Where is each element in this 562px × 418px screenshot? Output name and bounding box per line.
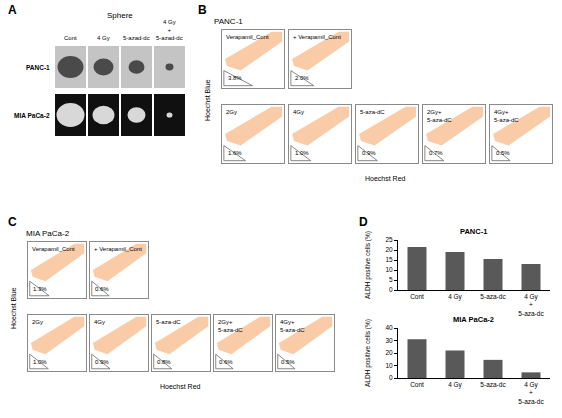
svg-text:4Gy: 4Gy [94, 319, 105, 325]
svg-text:2Gy: 2Gy [226, 109, 237, 115]
svg-text:ALDH positive cells (%): ALDH positive cells (%) [364, 319, 372, 387]
svg-text:0.6%: 0.6% [219, 359, 233, 365]
svg-text:Hoechst Blue: Hoechst Blue [10, 287, 17, 329]
svg-text:Verapamil_Cont: Verapamil_Cont [226, 34, 269, 40]
svg-text:0.9%: 0.9% [362, 150, 376, 156]
svg-text:15: 15 [385, 256, 393, 263]
svg-text:10: 10 [385, 362, 393, 369]
svg-text:2Gy+5-aza-dC: 2Gy+5-aza-dC [427, 109, 452, 123]
svg-text:Cont: Cont [410, 381, 424, 388]
svg-text:MIA PaCa-2: MIA PaCa-2 [26, 229, 70, 238]
svg-text:4 Gy: 4 Gy [448, 293, 462, 301]
svg-text:ALDH positive cells (%): ALDH positive cells (%) [364, 231, 372, 299]
svg-text:0.7%: 0.7% [429, 150, 443, 156]
svg-text:20: 20 [385, 246, 393, 253]
svg-text:Cont: Cont [410, 293, 424, 300]
svg-text:MIA PaCa-2: MIA PaCa-2 [14, 112, 50, 119]
svg-text:20: 20 [385, 349, 393, 356]
svg-text:0.9%: 0.9% [95, 359, 109, 365]
svg-text:10: 10 [385, 266, 393, 273]
svg-text:MIA PaCa-2: MIA PaCa-2 [453, 315, 494, 324]
svg-text:4Gy+5-aza-dC: 4Gy+5-aza-dC [280, 319, 305, 333]
svg-text:30: 30 [385, 337, 393, 344]
svg-text:4 Gy+5-aza-dc: 4 Gy+5-aza-dc [518, 293, 544, 317]
svg-text:5-aza-dc: 5-aza-dc [480, 381, 506, 388]
svg-text:5-aza-dc: 5-aza-dc [480, 293, 506, 300]
svg-text:4Gy+5-aza-dC: 4Gy+5-aza-dC [494, 109, 519, 123]
svg-text:1.3%: 1.3% [33, 286, 47, 292]
svg-text:Hoechst Red: Hoechst Red [160, 383, 201, 390]
svg-text:4 Gy: 4 Gy [97, 35, 110, 41]
svg-text:Sphere: Sphere [107, 11, 133, 20]
svg-text:2Gy: 2Gy [32, 319, 43, 325]
svg-text:1.0%: 1.0% [33, 359, 47, 365]
svg-text:0: 0 [389, 374, 393, 381]
svg-text:0: 0 [389, 286, 393, 293]
svg-text:Verapamil_Cont: Verapamil_Cont [32, 246, 75, 252]
svg-text:A: A [8, 3, 17, 17]
svg-text:0.5%: 0.5% [281, 359, 295, 365]
svg-text:1.6%: 1.6% [228, 150, 242, 156]
svg-text:3.8%: 3.8% [228, 75, 242, 81]
svg-text:0.8%: 0.8% [157, 359, 171, 365]
svg-text:Cont: Cont [64, 35, 77, 41]
svg-text:40: 40 [385, 324, 393, 331]
svg-text:4 Gy+5-aza-dc: 4 Gy+5-aza-dc [518, 381, 544, 405]
svg-text:25: 25 [385, 236, 393, 243]
svg-text:1.0%: 1.0% [295, 150, 309, 156]
svg-text:4Gy: 4Gy [293, 109, 304, 115]
svg-text:PANC-1: PANC-1 [26, 64, 50, 71]
svg-text:5-azad-dc: 5-azad-dc [123, 35, 150, 41]
svg-text:5: 5 [389, 276, 393, 283]
svg-text:5-aza-dC: 5-aza-dC [360, 109, 385, 115]
svg-text:Hoechst Blue: Hoechst Blue [204, 79, 211, 121]
svg-text:0.6%: 0.6% [95, 286, 109, 292]
svg-text:Hoechst Red: Hoechst Red [365, 175, 406, 182]
svg-text:4 Gy: 4 Gy [448, 381, 462, 389]
svg-text:4 Gy+5-azad-dc: 4 Gy+5-azad-dc [156, 19, 183, 41]
svg-text:PANC-1: PANC-1 [214, 17, 243, 26]
svg-text:PANC-1: PANC-1 [460, 227, 487, 236]
svg-text:+ Verapamil_Cont: + Verapamil_Cont [94, 246, 142, 252]
svg-text:2.0%: 2.0% [295, 75, 309, 81]
svg-text:2Gy+5-aza-dC: 2Gy+5-aza-dC [218, 319, 243, 333]
svg-text:D: D [359, 215, 368, 229]
svg-text:B: B [198, 3, 207, 17]
svg-text:5-aza-dC: 5-aza-dC [156, 319, 181, 325]
svg-text:C: C [8, 215, 17, 229]
svg-text:+ Verapamil_Cont: + Verapamil_Cont [293, 34, 341, 40]
svg-text:0.5%: 0.5% [496, 150, 510, 156]
